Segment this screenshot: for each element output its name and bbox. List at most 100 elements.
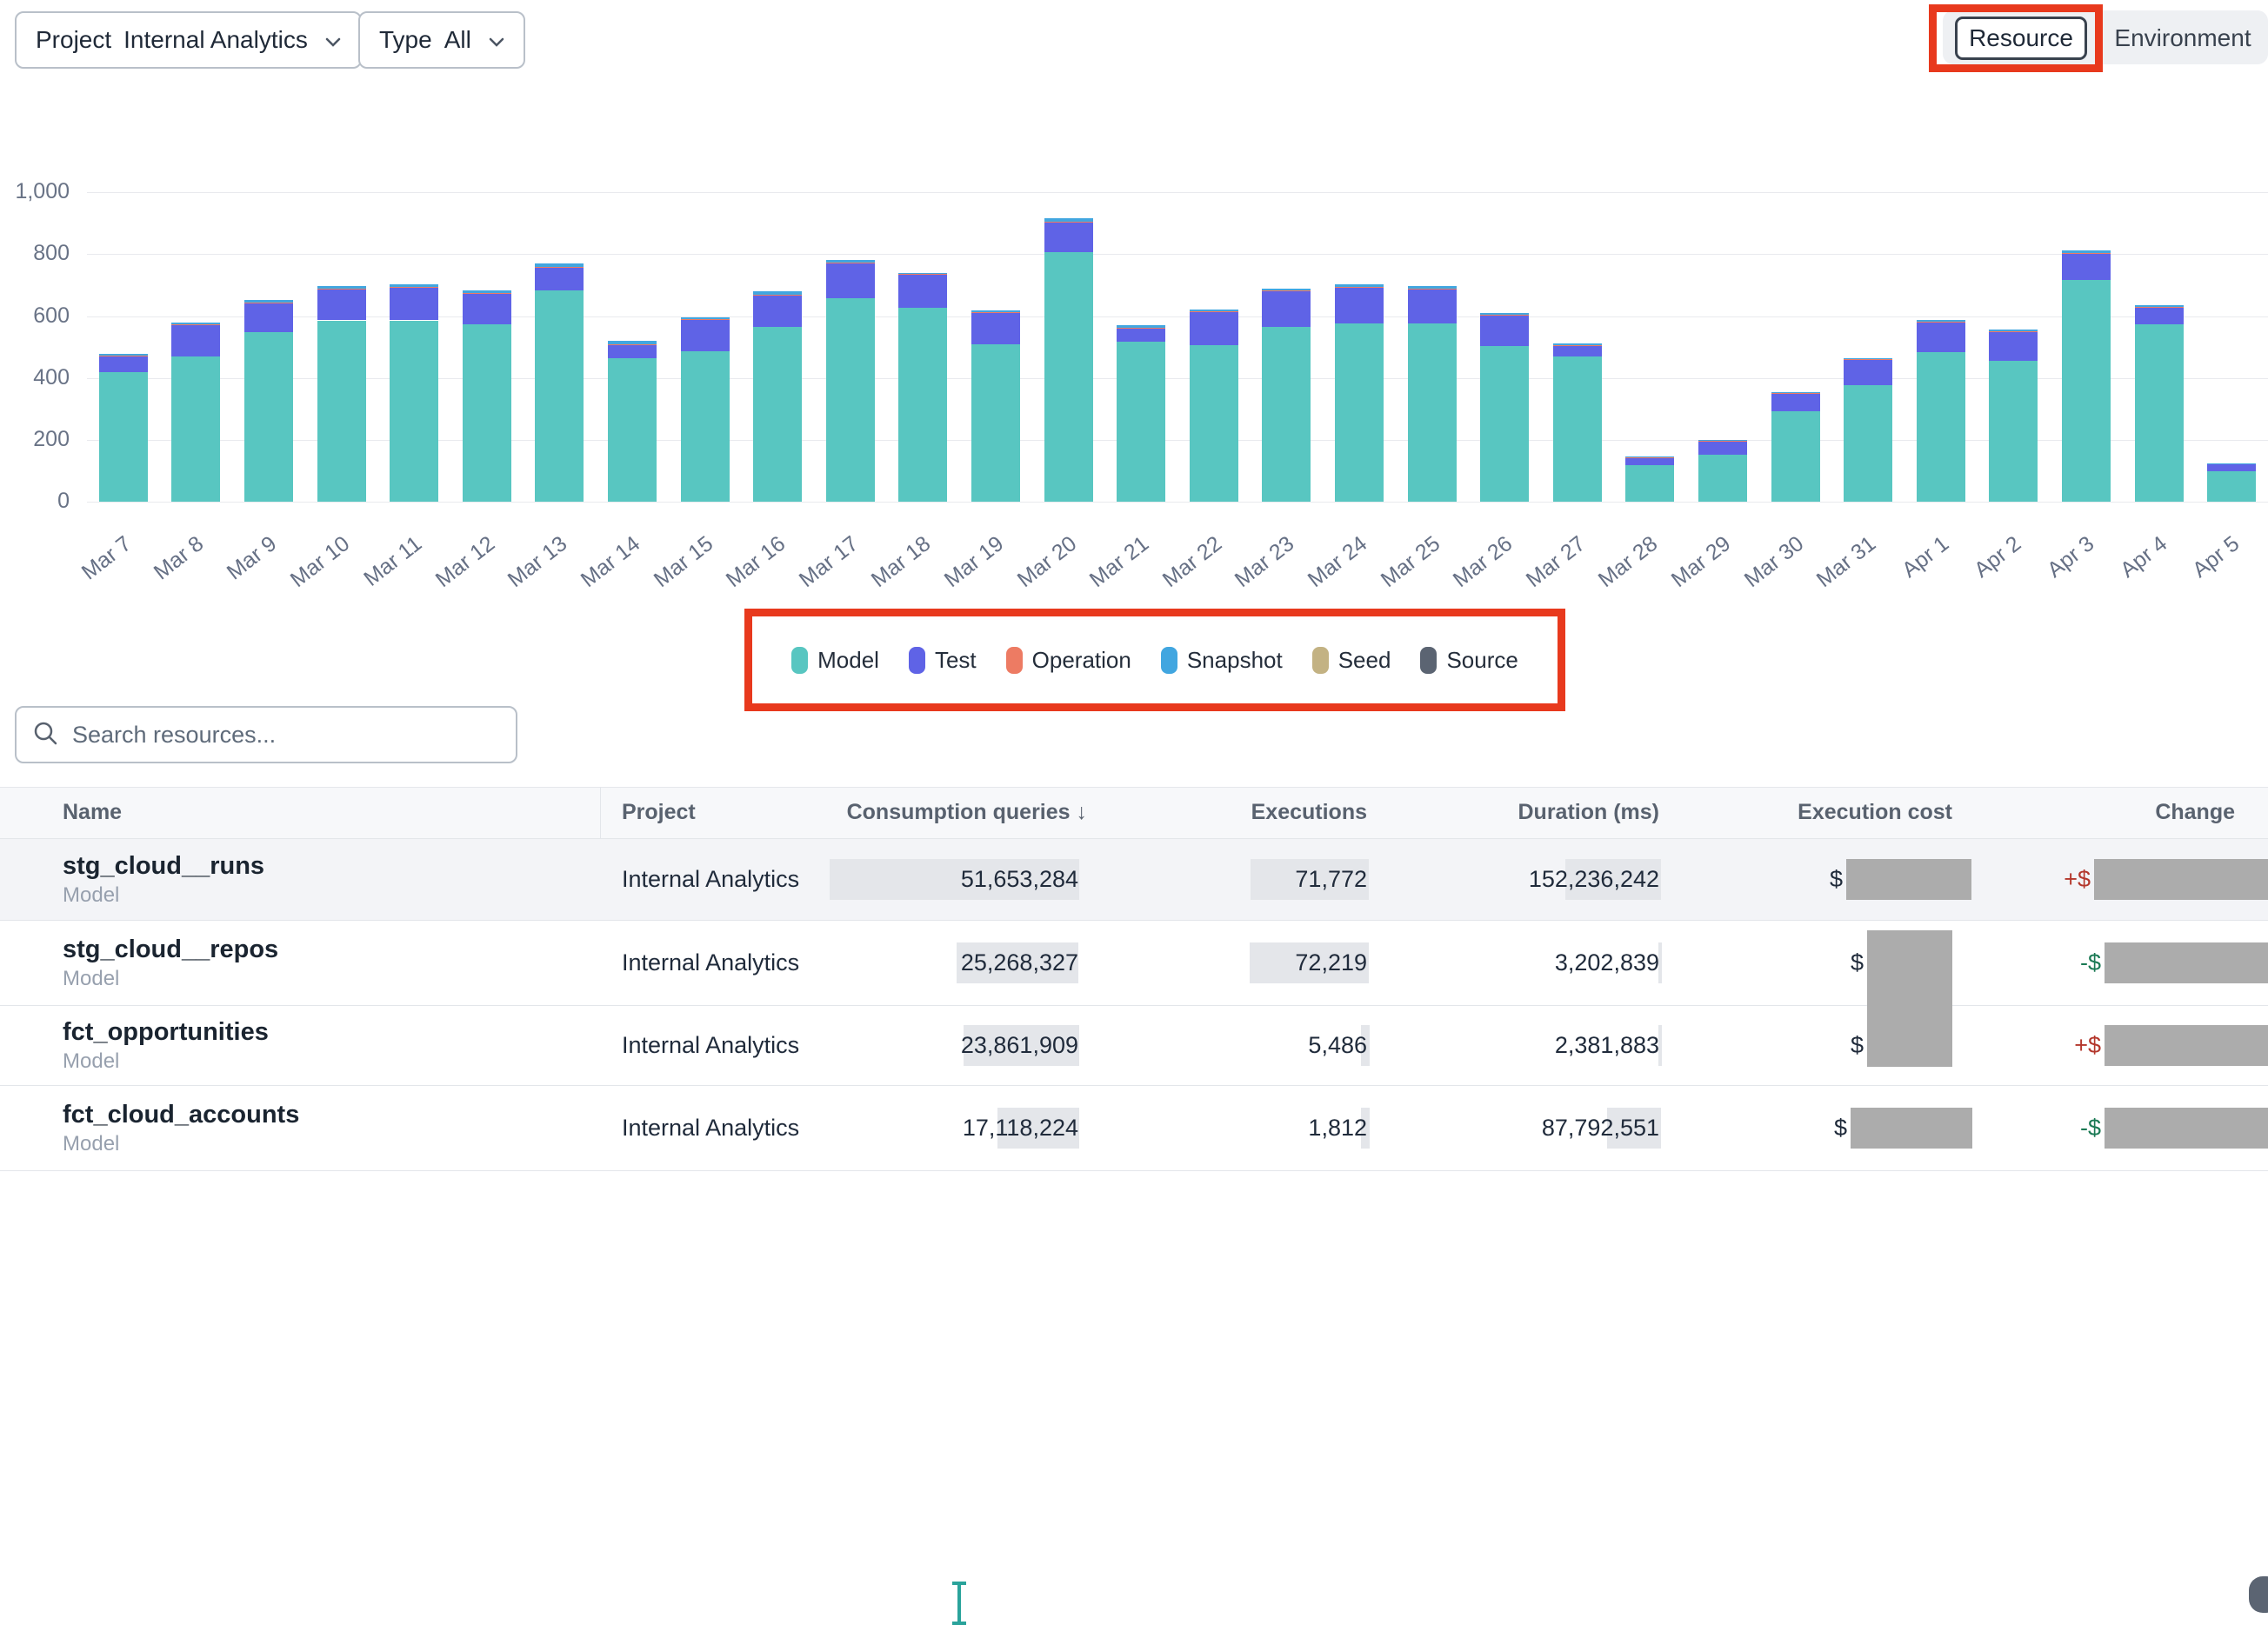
- resource-type: Model: [63, 1049, 119, 1074]
- bar-segment-test: [826, 263, 875, 298]
- bar-segment-operation: [1989, 331, 2038, 332]
- bar-segment-model: [2062, 280, 2111, 502]
- y-axis-tick-label: 1,000: [2, 179, 70, 204]
- resource-name[interactable]: stg_cloud__runs: [63, 852, 264, 881]
- bar-segment-snapshot: [1989, 330, 2038, 331]
- bar-segment-snapshot: [535, 263, 584, 267]
- bar-segment-model: [1408, 323, 1457, 502]
- duration-value: 152,236,242: [1529, 866, 1659, 893]
- bar-segment-test: [2062, 253, 2111, 279]
- bar-segment-test: [971, 313, 1020, 345]
- duration-value: 2,381,883: [1555, 1032, 1659, 1059]
- consumption-queries-value: 23,861,909: [961, 1032, 1078, 1059]
- redaction-box-change: [2094, 859, 2268, 900]
- project-cell: Internal Analytics: [622, 949, 799, 976]
- legend-item-snapshot: Snapshot: [1161, 647, 1283, 674]
- duration-value: 87,792,551: [1542, 1115, 1659, 1142]
- scrollbar-thumb[interactable]: [2249, 1576, 2268, 1613]
- search-input[interactable]: Search resources...: [15, 706, 517, 763]
- bar-segment-model: [317, 321, 366, 502]
- snapshot-swatch-icon: [1161, 647, 1177, 674]
- text-cursor-icon: [951, 1582, 967, 1625]
- bar-segment-snapshot: [753, 291, 802, 295]
- legend-item-test: Test: [909, 647, 977, 674]
- bar-segment-test: [1117, 328, 1165, 341]
- column-header-consumption-queries[interactable]: Consumption queries ↓: [847, 800, 1087, 825]
- legend-label: Source: [1446, 647, 1518, 674]
- redaction-box-change: [2105, 942, 2268, 983]
- bar-segment-operation: [390, 287, 438, 288]
- legend-item-operation: Operation: [1006, 647, 1131, 674]
- column-header-executions[interactable]: Executions: [1251, 800, 1367, 825]
- bar-segment-model: [1989, 361, 2038, 502]
- execution-cost-value: $: [1851, 949, 1864, 976]
- bar-segment-snapshot: [1771, 392, 1820, 393]
- bar-segment-operation: [898, 274, 947, 275]
- bar-segment-operation: [753, 295, 802, 296]
- bar-segment-model: [608, 358, 657, 502]
- column-header-project[interactable]: Project: [622, 800, 696, 825]
- bar-segment-operation: [1335, 287, 1384, 288]
- executions-value: 5,486: [1308, 1032, 1367, 1059]
- redaction-box-change: [2105, 1025, 2268, 1066]
- bar-segment-model: [99, 372, 148, 502]
- execution-cost-value: $: [1834, 1115, 1847, 1142]
- duration-value: 3,202,839: [1555, 949, 1659, 976]
- table-header-row: Name Project Consumption queries ↓ Executio…: [0, 787, 2268, 839]
- bar-segment-operation: [1698, 441, 1747, 442]
- bar-segment-operation: [1044, 222, 1093, 223]
- test-swatch-icon: [909, 647, 925, 674]
- project-cell: Internal Analytics: [622, 1115, 799, 1142]
- seed-swatch-icon: [1312, 647, 1329, 674]
- bar-segment-snapshot: [171, 323, 220, 324]
- bar-segment-operation: [608, 344, 657, 345]
- bar-segment-snapshot: [1262, 289, 1311, 290]
- legend-item-seed: Seed: [1312, 647, 1391, 674]
- column-header-execution-cost[interactable]: Execution cost: [1798, 800, 1952, 825]
- bar-segment-operation: [1771, 393, 1820, 394]
- bar-segment-test: [1625, 457, 1674, 464]
- bar-segment-test: [1771, 394, 1820, 411]
- bar-segment-model: [2135, 324, 2184, 502]
- bar-segment-operation: [463, 293, 511, 294]
- bar-segment-test: [2207, 464, 2256, 472]
- bar-segment-model: [1044, 252, 1093, 502]
- bar-segment-model: [1117, 342, 1165, 502]
- column-header-change[interactable]: Change: [2155, 800, 2235, 825]
- bar-segment-model: [390, 321, 438, 502]
- bar-segment-test: [1553, 345, 1602, 356]
- chart-gridline: [87, 502, 2268, 503]
- bar-segment-snapshot: [2135, 305, 2184, 307]
- bar-segment-test: [2135, 308, 2184, 325]
- resource-name[interactable]: fct_cloud_accounts: [63, 1101, 299, 1129]
- redaction-box-cost: [1851, 1108, 1972, 1149]
- legend-label: Seed: [1338, 647, 1391, 674]
- y-axis-tick-label: 400: [2, 365, 70, 390]
- bar-segment-model: [1480, 346, 1529, 502]
- bar-segment-model: [1917, 352, 1965, 502]
- column-header-name[interactable]: Name: [63, 800, 122, 825]
- bar-segment-operation: [1190, 311, 1238, 312]
- bar-segment-model: [826, 298, 875, 502]
- bar-segment-snapshot: [1335, 284, 1384, 286]
- bar-segment-test: [1989, 331, 2038, 361]
- column-header-duration-ms-[interactable]: Duration (ms): [1518, 800, 1660, 825]
- bar-segment-model: [171, 356, 220, 502]
- resource-name[interactable]: fct_opportunities: [63, 1018, 269, 1047]
- resource-name[interactable]: stg_cloud__repos: [63, 936, 278, 964]
- bar-segment-model: [1771, 411, 1820, 502]
- bar-segment-operation: [681, 319, 730, 320]
- bar-segment-snapshot: [826, 260, 875, 262]
- legend-label: Operation: [1032, 647, 1131, 674]
- bar-segment-test: [1190, 312, 1238, 345]
- legend-item-model: Model: [791, 647, 879, 674]
- executions-value: 1,812: [1308, 1115, 1367, 1142]
- bar-segment-test: [681, 319, 730, 350]
- bar-segment-test: [463, 294, 511, 325]
- bar-segment-operation: [1844, 359, 1892, 360]
- y-axis-tick-label: 0: [2, 489, 70, 514]
- consumption-queries-value: 17,118,224: [963, 1115, 1078, 1142]
